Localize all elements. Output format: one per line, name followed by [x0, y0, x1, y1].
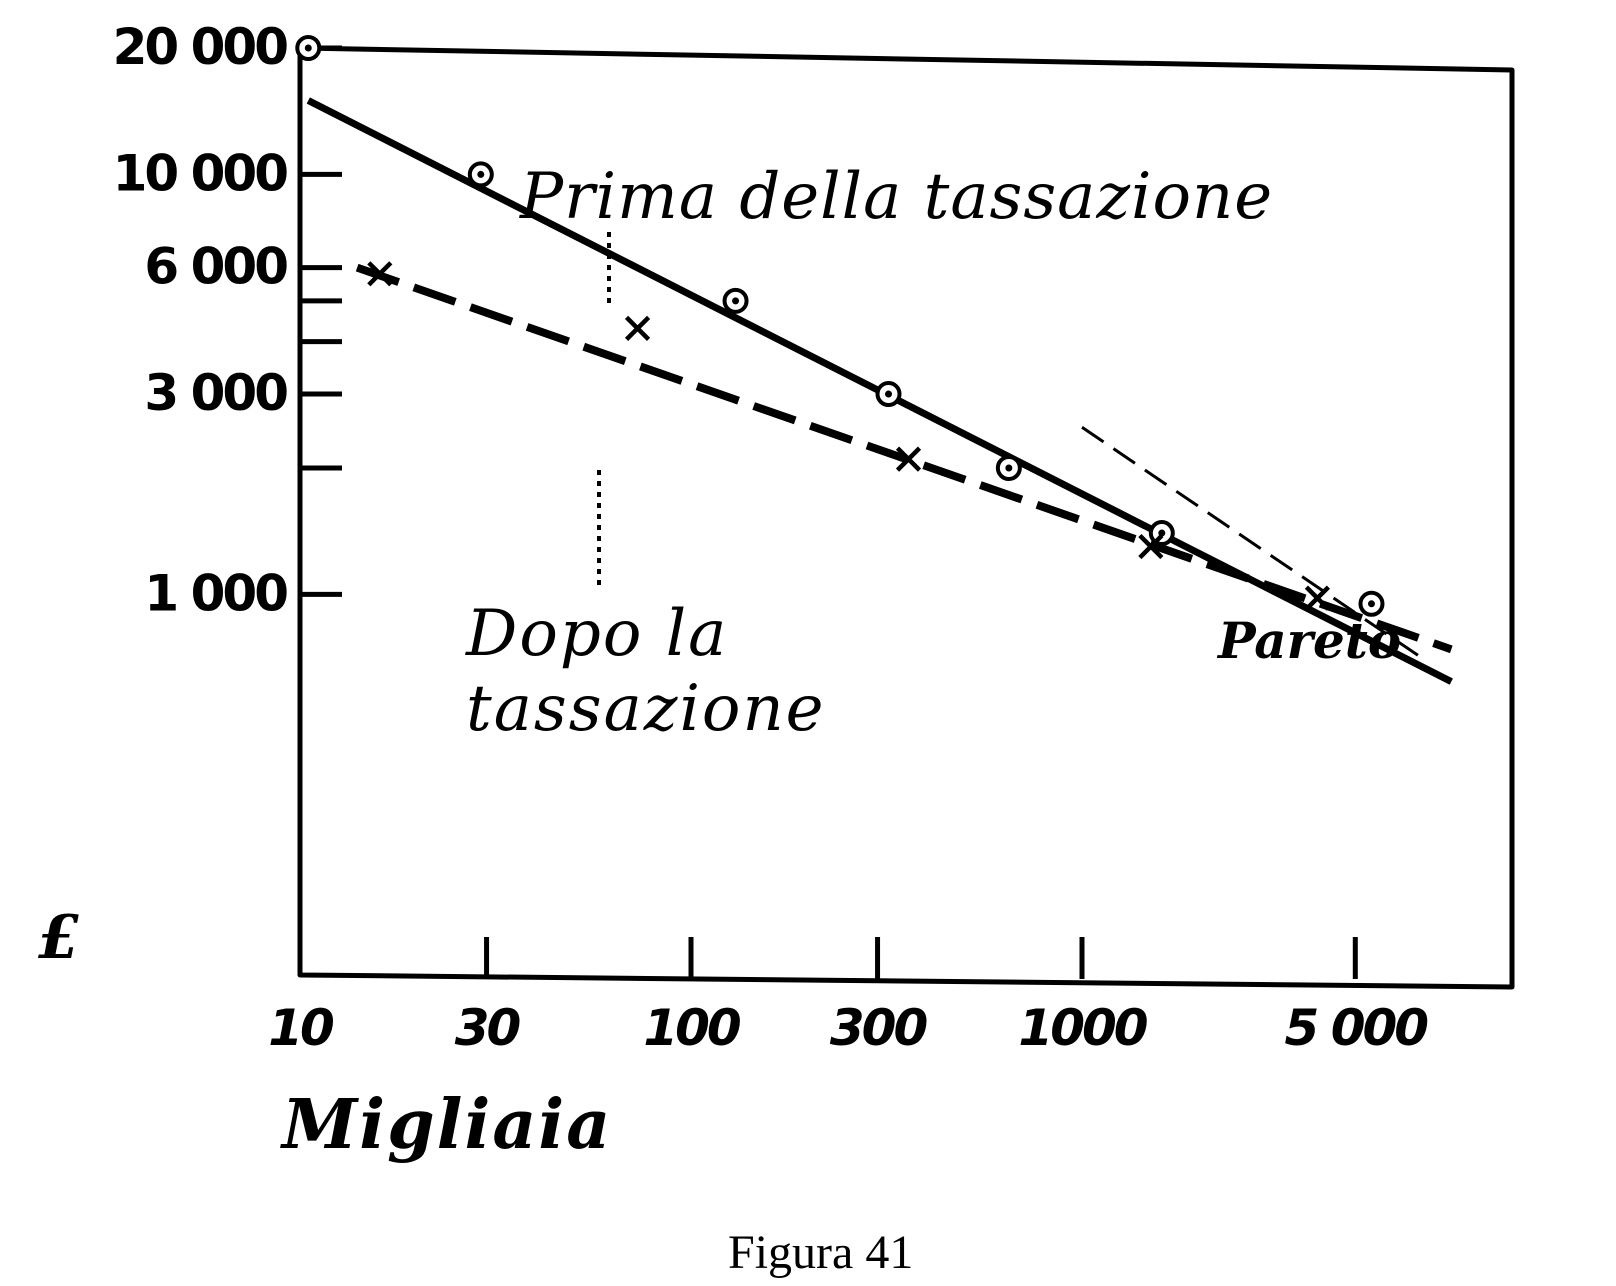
data-point-dopo-la-tassazione-1: [624, 315, 651, 341]
series-label-dopo-la-tassazione-line2: tassazione: [466, 672, 826, 746]
series-line-pareto: [1081, 426, 1425, 661]
data-point-prima-della-tassazione-4: [995, 455, 1022, 481]
series-line-dopo-la-tassazione: [355, 263, 1453, 654]
y-tick-label-20000: 20 000: [113, 18, 288, 76]
series-label-dopo-la-tassazione-line1: Dopo la: [465, 597, 728, 671]
y-tick-label-1000: 1 000: [144, 564, 287, 622]
series-label-pareto: Pareto: [1216, 611, 1401, 670]
x-axis-title: Migliaia: [280, 1085, 612, 1165]
y-tick-label-3000: 3 000: [144, 364, 287, 422]
data-point-prima-della-tassazione-6: [1358, 590, 1385, 617]
y-tick-label-10000: 10 000: [113, 144, 288, 202]
data-point-prima-della-tassazione-1: [467, 161, 494, 188]
data-point-prima-della-tassazione-3: [875, 381, 902, 408]
data-point-dopo-la-tassazione-0: [367, 261, 393, 287]
y-axis: 20 000 10 000 6 000 3 000 1 000: [113, 18, 342, 622]
y-tick-label-6000: 6 000: [144, 238, 287, 296]
x-tick-label-1000: 1000: [1018, 999, 1147, 1057]
figure-caption: Figura 41: [728, 1226, 913, 1279]
x-tick-label-10: 10: [268, 999, 334, 1057]
series-layer: [295, 35, 1453, 685]
y-axis-title: £: [38, 903, 80, 973]
x-axis: 10 30 100 300 1000 5 000: [268, 937, 1431, 1057]
data-point-dopo-la-tassazione-3: [1138, 533, 1164, 560]
x-tick-label-100: 100: [643, 999, 741, 1057]
x-tick-label-5000: 5 000: [1285, 999, 1429, 1057]
data-point-dopo-la-tassazione-4: [1304, 585, 1331, 611]
plot-frame-layer: [297, 45, 1515, 990]
data-point-prima-della-tassazione-2: [722, 287, 749, 314]
data-point-prima-della-tassazione-0: [295, 35, 322, 61]
series-label-prima-della-tassazione: Prima della tassazione: [519, 160, 1273, 234]
x-tick-label-30: 30: [455, 999, 521, 1057]
x-tick-label-300: 300: [830, 999, 928, 1057]
label-layer: Prima della tassazione Dopo la tassazion…: [38, 160, 1401, 1279]
plot-frame: [297, 45, 1515, 990]
data-point-dopo-la-tassazione-2: [895, 446, 922, 472]
